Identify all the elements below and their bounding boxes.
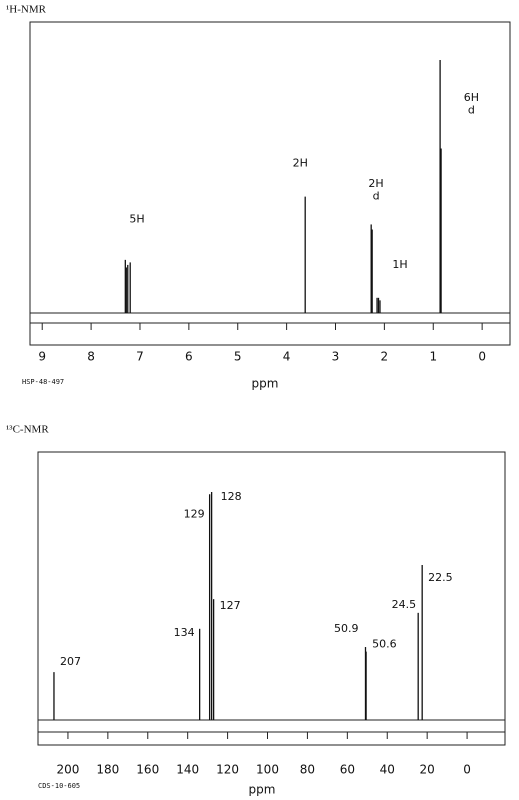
x-tick-label: 6: [185, 350, 193, 364]
annotation: 1H: [392, 258, 407, 271]
annotation: 2H: [368, 177, 383, 190]
plot-frame: [29, 21, 511, 346]
x-tick-label: 0: [463, 763, 471, 777]
peak-label: 128: [221, 490, 242, 503]
peak-label: 50.9: [334, 622, 359, 635]
x-tick-label: 40: [380, 763, 395, 777]
annotation: 2H: [293, 157, 308, 170]
annotation: d: [373, 190, 380, 203]
chart-title: ¹H-NMR: [6, 4, 47, 16]
peak-label: 22.5: [428, 571, 453, 584]
x-tick-label: 60: [340, 763, 355, 777]
x-axis-label: ppm: [252, 377, 279, 391]
x-tick-label: 80: [300, 763, 315, 777]
x-tick-label: 5: [234, 350, 242, 364]
annotation: 5H: [129, 212, 144, 225]
x-tick-label: 9: [38, 350, 46, 364]
x-tick-label: 120: [216, 763, 239, 777]
chart-title: ¹³C-NMR: [6, 424, 49, 436]
x-tick-label: 4: [283, 350, 291, 364]
spectrum-code: CDS-10-605: [38, 782, 80, 790]
peak-label: 24.5: [392, 598, 417, 611]
plot-frame: [37, 451, 506, 746]
x-tick-label: 20: [420, 763, 435, 777]
spectrum-code: HSP-48-497: [22, 378, 64, 386]
peak-label: 50.6: [372, 638, 397, 651]
peak-label: 127: [220, 599, 241, 612]
annotation: 6H: [464, 91, 479, 104]
peak-label: 129: [184, 507, 205, 520]
x-tick-label: 160: [136, 763, 159, 777]
x-tick-label: 180: [96, 763, 119, 777]
annotation: d: [468, 104, 475, 117]
x-tick-label: 140: [176, 763, 199, 777]
x-tick-label: 2: [381, 350, 389, 364]
x-tick-label: 1: [429, 350, 437, 364]
x-axis-label: ppm: [249, 783, 276, 797]
peak-label: 134: [174, 626, 195, 639]
peak-label: 207: [60, 655, 81, 668]
x-tick-label: 7: [136, 350, 144, 364]
x-tick-label: 8: [87, 350, 95, 364]
x-tick-label: 200: [56, 763, 79, 777]
x-tick-label: 100: [256, 763, 279, 777]
x-tick-label: 0: [478, 350, 486, 364]
x-tick-label: 3: [332, 350, 340, 364]
